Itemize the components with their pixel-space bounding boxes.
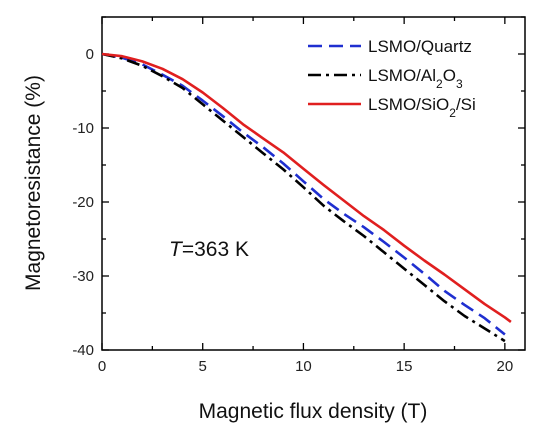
y-tick-label: -20 <box>72 194 94 211</box>
series-line-1 <box>101 52 506 343</box>
x-axis-ticks: 0 5 10 15 20 <box>98 17 513 375</box>
legend-label-2: LSMO/SiO2/Si <box>368 95 476 120</box>
x-tick-label: 5 <box>199 358 207 375</box>
y-axis-title: Magnetoresistance (%) <box>22 75 45 291</box>
legend-label-0: LSMO/Quartz <box>368 37 472 56</box>
temperature-value: =363 K <box>182 238 249 261</box>
y-tick-label: 0 <box>86 46 94 63</box>
series-lines <box>101 52 512 343</box>
legend-text-part: /Si <box>456 95 476 114</box>
series-line-2 <box>101 52 512 323</box>
temperature-annotation: T=363 K <box>169 238 249 261</box>
x-tick-label: 15 <box>396 358 413 375</box>
x-tick-label: 20 <box>497 358 514 375</box>
legend-label-1: LSMO/Al2O3 <box>368 66 463 91</box>
x-tick-label: 0 <box>98 358 106 375</box>
y-tick-label: -10 <box>72 120 94 137</box>
legend-text-part: O <box>443 66 456 85</box>
y-tick-label: -30 <box>72 268 94 285</box>
x-axis-title: Magnetic flux density (T) <box>199 400 428 423</box>
plot-frame <box>101 16 526 351</box>
legend-text-part: LSMO/Quartz <box>368 37 472 56</box>
legend-subscript: 2 <box>436 77 443 91</box>
series-line-0 <box>101 52 506 336</box>
y-axis-ticks: 0 -10 -20 -30 -40 <box>72 16 525 359</box>
y-tick-label: -40 <box>72 342 94 359</box>
legend-subscript: 2 <box>449 106 456 120</box>
legend-subscript: 3 <box>456 77 463 91</box>
legend-text-part: LSMO/SiO <box>368 95 449 114</box>
legend-text-part: LSMO/Al <box>368 66 436 85</box>
x-tick-label: 10 <box>295 358 312 375</box>
temperature-symbol: T <box>169 238 184 261</box>
